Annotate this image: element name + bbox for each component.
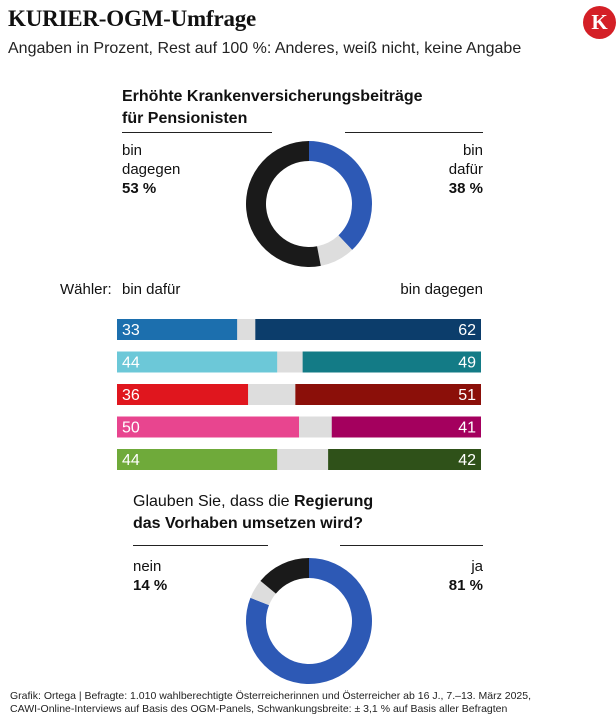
q1-right-label-line2: dafür: [448, 161, 483, 178]
bar-dagegen-label-0: 62: [458, 322, 476, 339]
q1-left-rule: [122, 132, 272, 133]
bar-dafuer-1: [117, 351, 278, 373]
bar-dagegen-0: [255, 319, 481, 340]
q1-right-value: 38 %: [448, 180, 483, 197]
question-1-title-line1: Erhöhte Krankenversicherungsbeiträge: [122, 88, 423, 105]
bar-dafuer-0: [117, 319, 238, 340]
chart-title: KURIER-OGM-Umfrage: [8, 6, 257, 31]
question-2-title-line1: Glauben Sie, dass die Regierung: [133, 491, 373, 513]
q2-right-label: ja 81 %: [403, 557, 483, 595]
bar-dafuer-2: [117, 384, 249, 405]
q1-left-label-line1: bin: [122, 142, 143, 159]
donut2-slice-nein: [260, 558, 309, 594]
question-1-title-line2: für Pensionisten: [122, 110, 248, 127]
bar-dagegen-4: [328, 449, 481, 470]
donut2-slice-ja: [246, 558, 373, 684]
q2-left-value: 14 %: [133, 577, 168, 594]
question-2-title-bold: Regierung: [294, 493, 374, 510]
question-2-title-line2: das Vorhaben umsetzen wird?: [133, 515, 363, 532]
q2-right-rule: [340, 545, 483, 546]
bar-dafuer-3: [117, 416, 299, 438]
bar-dagegen-label-4: 42: [458, 452, 476, 469]
q1-left-value: 53 %: [122, 180, 157, 197]
bar-dagegen-label-2: 51: [458, 387, 476, 404]
voter-legend-right: bin dagegen: [400, 281, 483, 298]
bar-dafuer-label-2: 36: [122, 387, 140, 404]
q2-right-label-text: ja: [471, 558, 483, 575]
bar-dagegen-2: [295, 384, 481, 405]
source-line1: Grafik: Ortega | Befragte: 1.010 wahlber…: [10, 690, 532, 702]
donut1-slice-bin-dafuer: [309, 141, 373, 250]
source-note: Grafik: Ortega | Befragte: 1.010 wahlber…: [10, 690, 531, 715]
bar-dagegen-1: [302, 351, 481, 373]
bar-dafuer-4: [117, 449, 278, 470]
kurier-logo: K: [583, 6, 616, 39]
bar-dafuer-label-0: 33: [122, 322, 140, 339]
q1-right-rule: [345, 132, 483, 133]
q2-left-rule: [133, 545, 268, 546]
bar-dagegen-3: [331, 416, 481, 438]
donut-chart-2: [246, 558, 373, 684]
bar-dafuer-label-4: 44: [122, 452, 140, 469]
donut1-slice-rest: [317, 235, 353, 266]
chart-subtitle: Angaben in Prozent, Rest auf 100 %: Ande…: [8, 40, 522, 57]
q2-right-value: 81 %: [448, 577, 483, 594]
q2-left-label-text: nein: [133, 558, 162, 575]
bar-dagegen-label-3: 41: [458, 420, 476, 437]
question-1-title: Erhöhte Krankenversicherungsbeiträge für…: [122, 86, 423, 130]
bar-dafuer-label-1: 44: [122, 355, 140, 372]
voter-legend-left: bin dafür: [122, 281, 181, 298]
donut1-slice-bin-dagegen: [246, 141, 321, 267]
bar-dafuer-label-3: 50: [122, 420, 140, 437]
bar-dagegen-label-1: 49: [458, 355, 476, 372]
donut-chart-1: [246, 141, 373, 267]
question-2-title-plain: Glauben Sie, dass die: [133, 493, 294, 510]
donut2-slice-rest: [250, 580, 276, 606]
voter-bar-chart: 33 62 44 49 36 51 50 41 44 42: [117, 319, 481, 470]
q1-left-label: bin dagegen 53 %: [122, 141, 180, 198]
source-line2: CAWI-Online-Interviews auf Basis des OGM…: [10, 702, 508, 715]
q2-left-label: nein 14 %: [133, 557, 167, 595]
q1-right-label-line1: bin: [462, 142, 483, 159]
voter-label: Wähler:: [60, 281, 112, 298]
q1-right-label: bin dafür 38 %: [403, 141, 483, 198]
q1-left-label-line2: dagegen: [122, 161, 181, 178]
question-2-title: Glauben Sie, dass die Regierung das Vorh…: [133, 491, 373, 535]
